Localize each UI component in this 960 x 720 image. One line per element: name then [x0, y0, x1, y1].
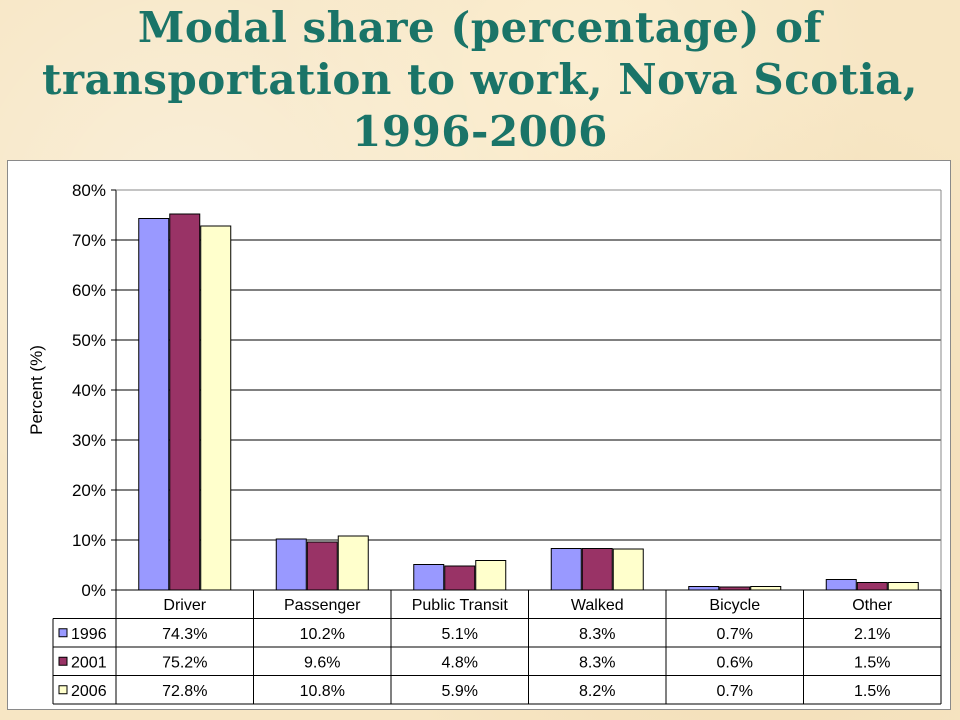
data-label: 74.3% — [162, 626, 207, 643]
data-label: 75.2% — [162, 654, 207, 671]
chart-frame: 0% 10% 20% 30% 40% 50% 60% 70% 80% Percent (%) Dri… — [7, 160, 951, 710]
data-label: 9.6% — [304, 654, 340, 671]
y-tick-label: 80% — [72, 181, 106, 200]
x-tick-label: Other — [852, 597, 893, 614]
bar-2006-public-transit — [475, 560, 507, 591]
y-tick-label: 60% — [72, 281, 106, 300]
y-tick-label: 30% — [72, 431, 106, 450]
bar-2001-walked — [581, 548, 613, 591]
slide-title: Modal share (percentage) of transportati… — [41, 3, 918, 156]
data-label: 8.2% — [579, 683, 615, 700]
data-label: 72.8% — [162, 683, 207, 700]
x-tick-label: Walked — [571, 597, 624, 614]
data-label: 0.6% — [717, 654, 753, 671]
bar-2006-driver — [200, 225, 232, 591]
bar-1996-public-transit — [413, 564, 445, 591]
bar-2001-public-transit — [444, 565, 476, 591]
bar-2006-other — [887, 582, 919, 591]
x-tick-label: Bicycle — [709, 597, 760, 614]
legend-swatch-2001 — [58, 656, 68, 666]
x-tick-label: Public Transit — [412, 597, 509, 614]
bar-2006-bicycle — [750, 586, 782, 591]
bar-1996-bicycle — [688, 586, 720, 591]
bar-2006-passenger — [337, 535, 369, 591]
bar-2001-driver — [169, 213, 201, 591]
data-label: 1.5% — [854, 654, 890, 671]
data-label: 1.5% — [854, 683, 890, 700]
bar-1996-other — [825, 579, 857, 591]
x-tick-label: Driver — [163, 597, 206, 614]
y-tick-label: 0% — [81, 581, 106, 600]
bar-1996-passenger — [275, 538, 307, 591]
y-tick-label: 50% — [72, 331, 106, 350]
data-label: 0.7% — [717, 626, 753, 643]
x-tick-label: Passenger — [284, 597, 361, 614]
y-tick-label: 20% — [72, 481, 106, 500]
y-tick-label: 10% — [72, 531, 106, 550]
y-tick-label: 70% — [72, 231, 106, 250]
legend-swatch-1996 — [58, 628, 68, 638]
data-label: 2.1% — [854, 626, 890, 643]
data-label: 10.2% — [300, 626, 345, 643]
legend-label: 1996 — [71, 626, 107, 643]
legend-label: 2006 — [71, 683, 107, 700]
data-label: 5.9% — [442, 683, 478, 700]
data-label: 0.7% — [717, 683, 753, 700]
data-label: 5.1% — [442, 626, 478, 643]
data-label: 4.8% — [442, 654, 478, 671]
y-axis-title: Percent (%) — [27, 345, 46, 435]
y-tick-label: 40% — [72, 381, 106, 400]
bar-2001-passenger — [306, 541, 338, 591]
bar-1996-walked — [550, 548, 582, 591]
bar-2006-walked — [612, 548, 644, 591]
legend-label: 2001 — [71, 654, 107, 671]
bar-2001-other — [856, 582, 888, 591]
bar-1996-driver — [138, 218, 170, 591]
data-label: 8.3% — [579, 626, 615, 643]
legend-swatch-2006 — [58, 685, 68, 695]
data-label: 10.8% — [300, 683, 345, 700]
chart: 0% 10% 20% 30% 40% 50% 60% 70% 80% Percent (%) Dri… — [27, 181, 942, 705]
data-label: 8.3% — [579, 654, 615, 671]
